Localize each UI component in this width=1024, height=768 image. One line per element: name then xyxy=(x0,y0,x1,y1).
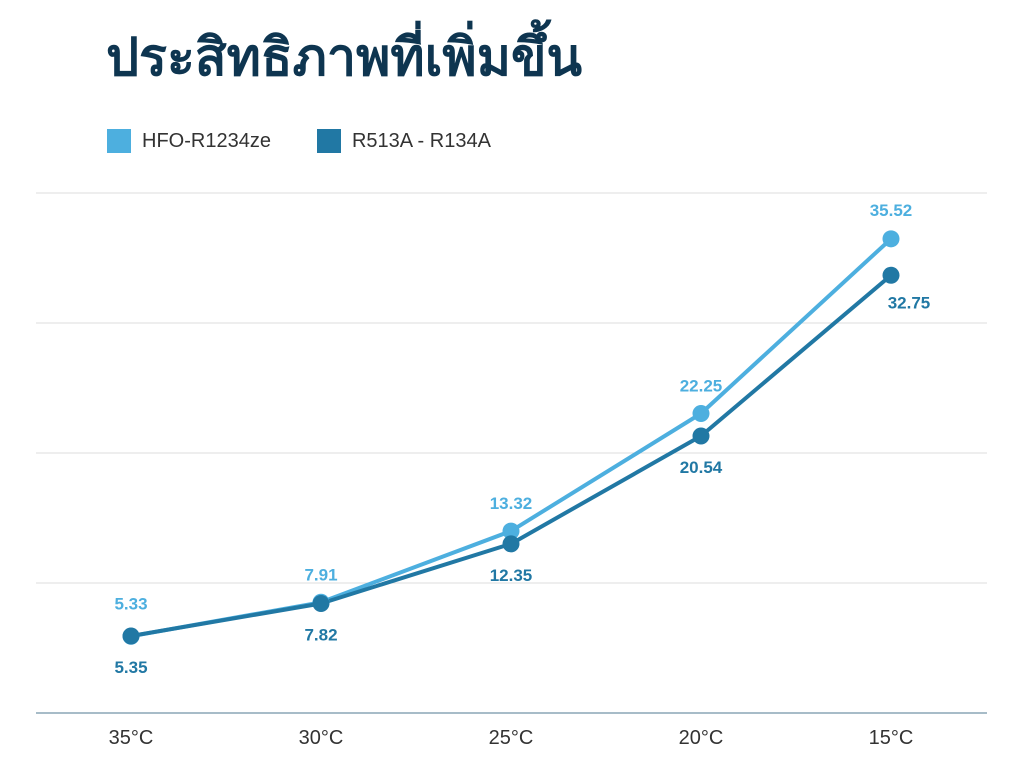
data-label-s1-1: 7.82 xyxy=(304,625,337,644)
legend-item-r513a-r134a: R513A - R134A xyxy=(316,129,491,153)
data-point-s1-0 xyxy=(122,627,140,645)
data-label-s1-4: 32.75 xyxy=(888,293,931,312)
x-tick-label-4: 15°C xyxy=(869,727,914,749)
x-tick-label-1: 30°C xyxy=(299,727,344,749)
data-label-s1-3: 20.54 xyxy=(680,458,723,477)
data-label-s0-0: 5.33 xyxy=(114,594,147,613)
data-point-s1-4 xyxy=(882,266,900,284)
data-point-s1-2 xyxy=(502,535,520,553)
x-tick-label-0: 35°C xyxy=(109,727,154,749)
legend-label-hfo-r1234ze: HFO-R1234ze xyxy=(142,129,271,152)
legend-label-r513a-r134a: R513A - R134A xyxy=(351,129,491,152)
data-label-s1-0: 5.35 xyxy=(114,658,147,677)
chart-title: ประสิทธิภาพที่เพิ่มขึ้น xyxy=(106,28,583,88)
data-label-s1-2: 12.35 xyxy=(490,566,533,585)
data-label-s0-1: 7.91 xyxy=(304,565,337,584)
data-label-s0-3: 22.25 xyxy=(680,377,723,396)
data-label-s0-2: 13.32 xyxy=(490,494,533,513)
legend-item-hfo-r1234ze: HFO-R1234ze xyxy=(107,129,271,153)
data-point-s0-4 xyxy=(882,230,900,248)
legend: HFO-R1234ze R513A - R134A xyxy=(107,129,537,153)
legend-swatch-hfo-r1234ze xyxy=(107,129,131,153)
legend-swatch-r513a-r134a xyxy=(316,129,341,153)
x-tick-label-2: 25°C xyxy=(489,727,534,749)
data-point-s0-3 xyxy=(692,405,710,423)
data-label-s0-4: 35.52 xyxy=(870,201,913,220)
x-tick-label-3: 20°C xyxy=(679,727,724,749)
data-point-s1-3 xyxy=(692,427,710,445)
data-point-s0-2 xyxy=(502,522,520,540)
data-point-s1-1 xyxy=(312,594,330,612)
